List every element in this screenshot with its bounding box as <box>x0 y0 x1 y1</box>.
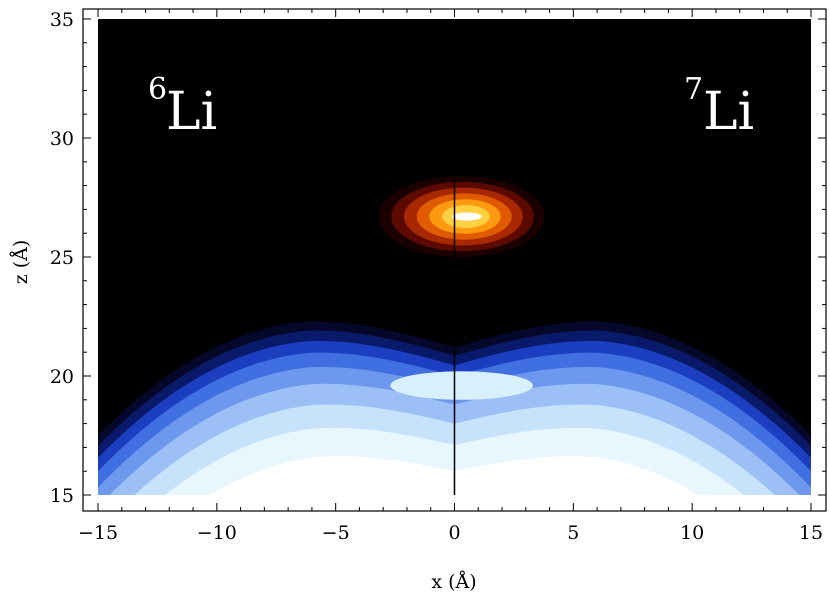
plot-area <box>98 19 811 495</box>
axis-ticks <box>83 9 826 511</box>
helium-surface-contours <box>98 321 811 495</box>
element-symbol: Li <box>166 82 217 142</box>
isotope-mass-number: 6 <box>148 72 167 107</box>
y-tick-label: 25 <box>50 247 74 269</box>
y-tick-label: 15 <box>50 485 74 507</box>
panel-label-left: 6 Li <box>148 72 217 142</box>
x-tick-label: −15 <box>78 522 118 544</box>
x-tick-label: 15 <box>799 522 823 544</box>
y-tick-label: 20 <box>50 366 74 388</box>
x-tick-label: 10 <box>680 522 704 544</box>
y-tick-label: 30 <box>50 128 74 150</box>
atom-contour-level <box>451 212 482 221</box>
x-tick-label: −5 <box>322 522 350 544</box>
x-axis-label: x (Å) <box>431 571 476 593</box>
atom-density-contours <box>378 176 545 257</box>
element-symbol: Li <box>703 82 754 142</box>
x-tick-label: −10 <box>197 522 237 544</box>
y-tick-labels: 15 20 25 30 35 <box>50 9 74 507</box>
x-tick-label: 0 <box>448 522 460 544</box>
panel-label-right: 7 Li <box>684 72 754 142</box>
x-tick-label: 5 <box>567 522 579 544</box>
y-axis-label: z (Å) <box>10 240 32 285</box>
y-tick-label: 35 <box>50 9 74 31</box>
isotope-mass-number: 7 <box>684 72 703 107</box>
x-tick-labels: −15 −10 −5 0 5 10 15 <box>78 522 823 544</box>
surface-inner-pocket <box>390 371 533 400</box>
